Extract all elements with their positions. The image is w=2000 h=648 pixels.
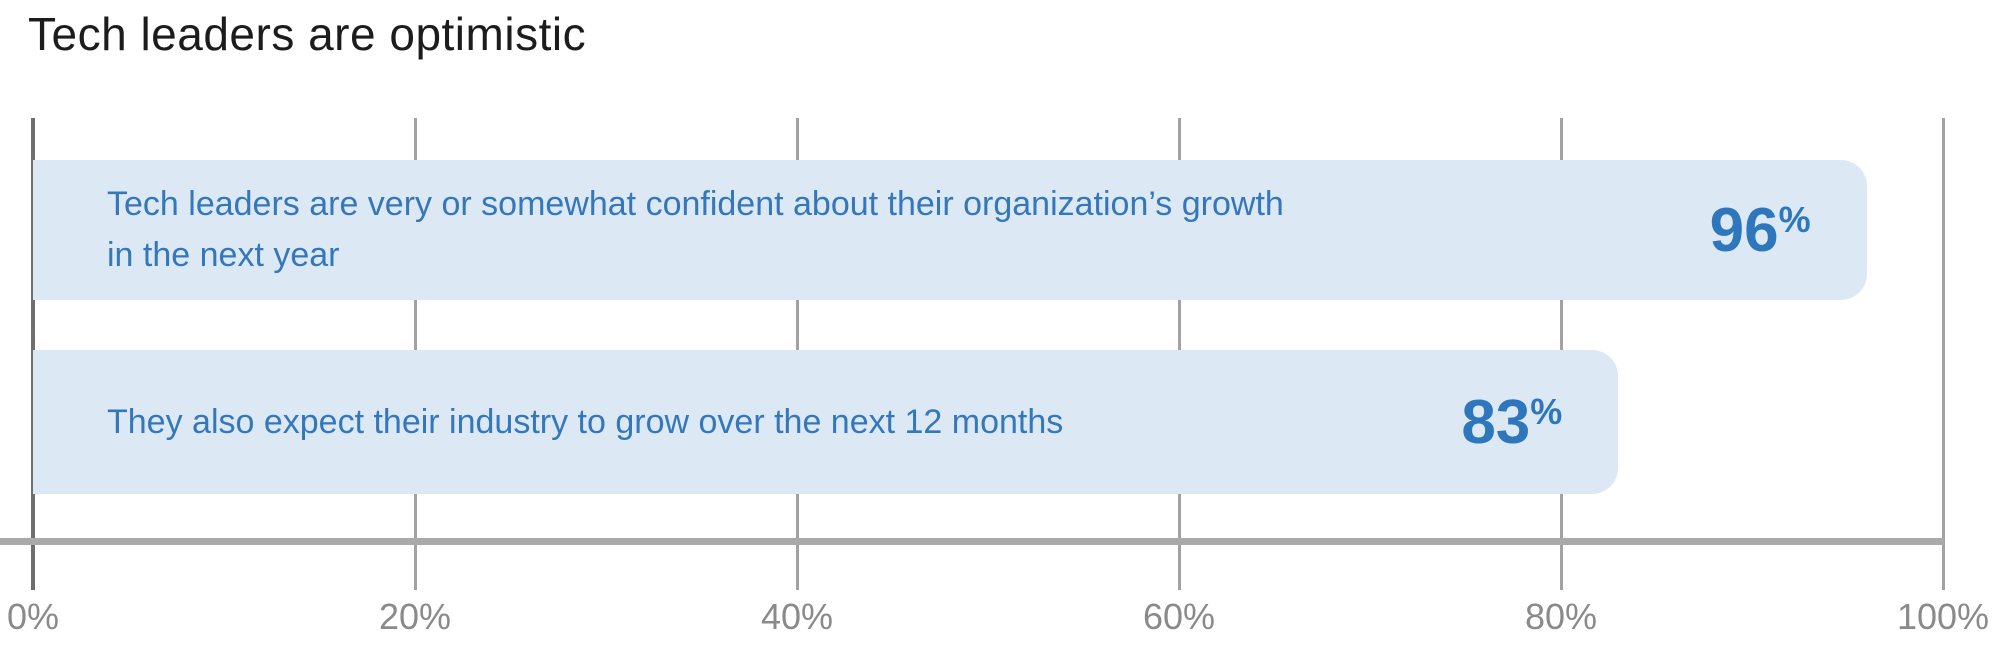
bar-value-number: 96: [1709, 195, 1779, 265]
percent-sign: %: [1530, 390, 1563, 432]
x-axis-baseline: [0, 538, 1944, 545]
x-tick-label-80: 80%: [1524, 596, 1598, 637]
chart-title: Tech leaders are optimistic: [28, 8, 587, 60]
bar-industry-growth-expectation: They also expect their industry to grow …: [33, 350, 1619, 494]
plot-area: Tech leaders are very or somewhat confid…: [7, 118, 1989, 637]
x-tick-label-20: 20%: [378, 596, 452, 637]
bar-value-industry-growth-expectation: 83%: [1461, 387, 1562, 458]
x-tick-label-0: 0%: [6, 596, 60, 637]
percent-sign: %: [1778, 198, 1811, 240]
x-tick-label-60: 60%: [1142, 596, 1216, 637]
bar-confidence-org-growth: Tech leaders are very or somewhat confid…: [33, 160, 1867, 300]
gridline-100: [1942, 118, 1945, 590]
bar-label-confidence-org-growth: Tech leaders are very or somewhat confid…: [107, 185, 1284, 274]
bar-value-confidence-org-growth: 96%: [1710, 195, 1811, 266]
x-tick-label-100: 100%: [1896, 596, 1990, 637]
bar-value-number: 83: [1461, 387, 1531, 457]
x-tick-label-40: 40%: [760, 596, 834, 637]
bar-label-industry-growth-expectation: They also expect their industry to grow …: [107, 402, 1064, 441]
